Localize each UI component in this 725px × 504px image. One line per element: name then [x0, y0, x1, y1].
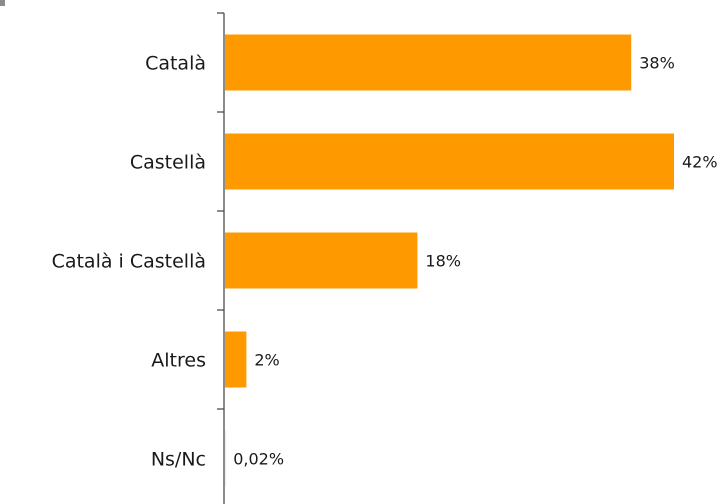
category-label-2: Català i Castellà [52, 251, 206, 273]
value-label-2: 18% [425, 252, 461, 271]
category-label-0: Català [145, 53, 206, 75]
category-label-4: Ns/Nc [151, 449, 206, 471]
value-label-3: 2% [254, 351, 279, 370]
value-label-1: 42% [682, 153, 718, 172]
corner-mark [0, 0, 5, 6]
bar-3 [225, 331, 247, 388]
category-label-1: Castellà [130, 152, 206, 174]
bar-2 [225, 232, 418, 289]
category-label-3: Altres [151, 350, 206, 372]
value-label-4: 0,02% [233, 450, 284, 469]
bar-1 [225, 133, 674, 190]
bars-group [225, 34, 674, 487]
bar-0 [225, 34, 632, 91]
category-axis [217, 12, 225, 504]
value-label-0: 38% [639, 54, 675, 73]
labels-group: Català 38% Castellà 42% Català i Castellà 18%… [52, 53, 718, 471]
